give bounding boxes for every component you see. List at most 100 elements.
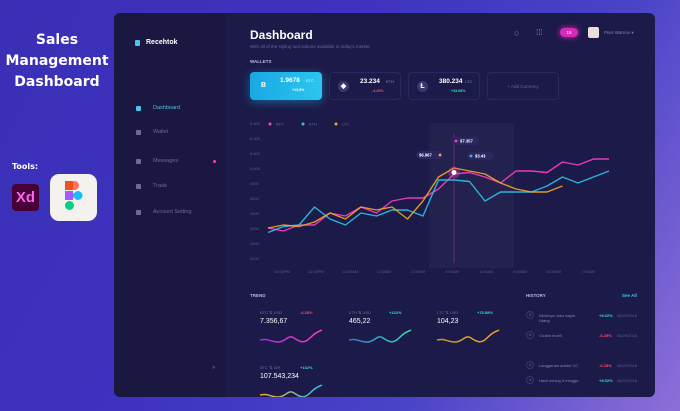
avatar[interactable] [588,27,599,38]
apps-grid-icon[interactable]: ⁞⁞⁞ [536,28,543,37]
history-date: 08/29/2018 [617,313,638,318]
trend-pair: ETH ⇅ USD [349,310,372,315]
sidebar-item-wallet[interactable]: Wallet [136,129,216,135]
eth-icon: ◆ [338,81,349,92]
y-tick-label: 2500 [250,241,260,246]
y-tick-label: 4500 [250,181,260,186]
legend-label: BTC [276,122,284,127]
history-change: +8.02% [599,378,613,383]
notification-badge[interactable]: 15 [560,28,578,37]
x-tick-label: 1:00AM [377,269,391,274]
trend-card[interactable]: BTC ⇅ USD -6.25% 7.356,67 [260,310,340,343]
x-tick-label: 4:00AM [479,269,493,274]
y-tick-label: 3000 [250,226,260,231]
legend-label: ETH [309,122,317,127]
search-icon[interactable]: ○ [514,28,520,38]
wallet-change: -4.25% [372,89,384,93]
trend-pair: BTC ⇅ USD [260,310,283,315]
trend-change: +132% [300,365,313,370]
page-subtitle: With all of the styling tool options ava… [250,44,370,49]
tooltip [467,152,494,160]
unread-dot [213,159,216,163]
history-date: 08/29/2018 [617,378,638,383]
tooltip-label: $3.43 [475,154,486,159]
history-change: -6.25% [599,333,612,338]
x-tick-label: 2:00AM [411,269,425,274]
sidebar: Recehtok Dashboard Wallet Messages Trade… [114,13,226,397]
trend-pair: BTC ⇅ IDR [260,365,281,370]
trend-value: 107.543,234 [260,373,299,380]
sidebar-item-messages[interactable]: Messages [136,158,216,164]
x-tick-label: 12:00AM [342,269,358,274]
history-number: 4 [526,331,534,339]
btc-icon: B [260,82,267,89]
wallet-card-ltc[interactable]: Ł 380.234 LTC +33.68% [408,72,480,100]
wallet-value: 23.234 [360,78,380,85]
messages-icon [136,158,141,164]
trend-label: TREND [250,293,266,298]
trend-sparkline [260,329,323,343]
series-line-eth [267,170,610,234]
figma-logo [50,174,97,221]
user-menu[interactable]: Pixsi Warriox ▾ [604,30,634,35]
sidebar-item-account-setting[interactable]: Account Setting [136,209,216,215]
add-currency-button[interactable]: + Add Currency [487,72,559,100]
history-date: 08/29/2018 [617,333,638,338]
x-tick-label: 10:00PM [274,269,290,274]
history-text: Langganan adobe CC [539,363,579,368]
wallet-card-eth[interactable]: ◆ 23.234 ETH -4.25% [329,72,401,100]
trend-value: 7.356,67 [260,318,288,325]
history-number: 3 [526,311,534,319]
trend-card[interactable]: BTC ⇅ IDR +132% 107.543,234 [260,365,340,397]
history-number: 3 [526,376,534,384]
trend-change: +75.89% [477,310,493,315]
trend-pair: LTC ⇅ USD [437,310,459,315]
sidebar-item-dashboard[interactable]: Dashboard [136,105,216,111]
y-tick-label: 4000 [250,196,260,201]
tooltip [416,151,443,159]
see-all-link[interactable]: See All [622,293,637,298]
wallets-label: WALLETS [250,59,272,64]
hover-point[interactable] [451,170,457,175]
y-tick-label: 5.000 [250,166,261,171]
promo-line: Management [5,53,109,69]
sidebar-item-label: Account Setting [153,209,192,215]
legend-marker [334,122,338,126]
adobe-xd-logo: Xd [12,184,39,211]
page-title: Dashboard [250,28,313,42]
history-label: HISTORY [526,293,546,298]
tooltip-label: $6.967 [419,153,432,158]
wallet-unit: ETH [386,79,394,84]
x-tick-label: 11:00PM [308,269,324,274]
y-tick-label: 3500 [250,211,260,216]
y-tick-label: 6.500 [250,121,261,126]
history-number: 4 [526,361,534,369]
history-text: Cicilan mobil [539,333,562,338]
legend-label: LTC [342,122,349,127]
trend-card[interactable]: LTC ⇅ USD +75.89% 104,23 [437,310,517,343]
history-text: Hasil mining 3 minggu [539,378,579,383]
tooltip [452,137,479,145]
trend-card[interactable]: ETH ⇅ USD +132% 465,22 [349,310,429,343]
x-tick-label: 5:00AM [513,269,527,274]
trade-icon [136,183,141,189]
sidebar-item-trade[interactable]: Trade [136,183,216,189]
collapse-sidebar-icon[interactable]: » [212,365,216,371]
wallet-unit: LTC [465,79,473,84]
y-tick-label: 5.500 [250,151,261,156]
wallet-value: 1.9678 [280,77,300,84]
wallet-value: 380.234 [439,78,463,85]
promo-line: Dashboard [14,74,100,90]
y-tick-label: 6.000 [250,136,261,141]
trend-value: 104,23 [437,318,459,325]
x-tick-label: 7:00AM [581,269,595,274]
trend-change: -6.25% [300,310,313,315]
user-name: Pixsi Warriox [604,30,631,35]
wallet-card-btc[interactable]: B 1.9678 BTC +13,5% [250,72,322,100]
trend-change: +132% [389,310,402,315]
logo-icon [135,39,140,46]
history-change: +8.02% [599,313,613,318]
dashboard-window: Recehtok Dashboard Wallet Messages Trade… [114,13,655,397]
trend-sparkline [349,329,412,343]
tooltip-label: $7.357 [460,139,473,144]
